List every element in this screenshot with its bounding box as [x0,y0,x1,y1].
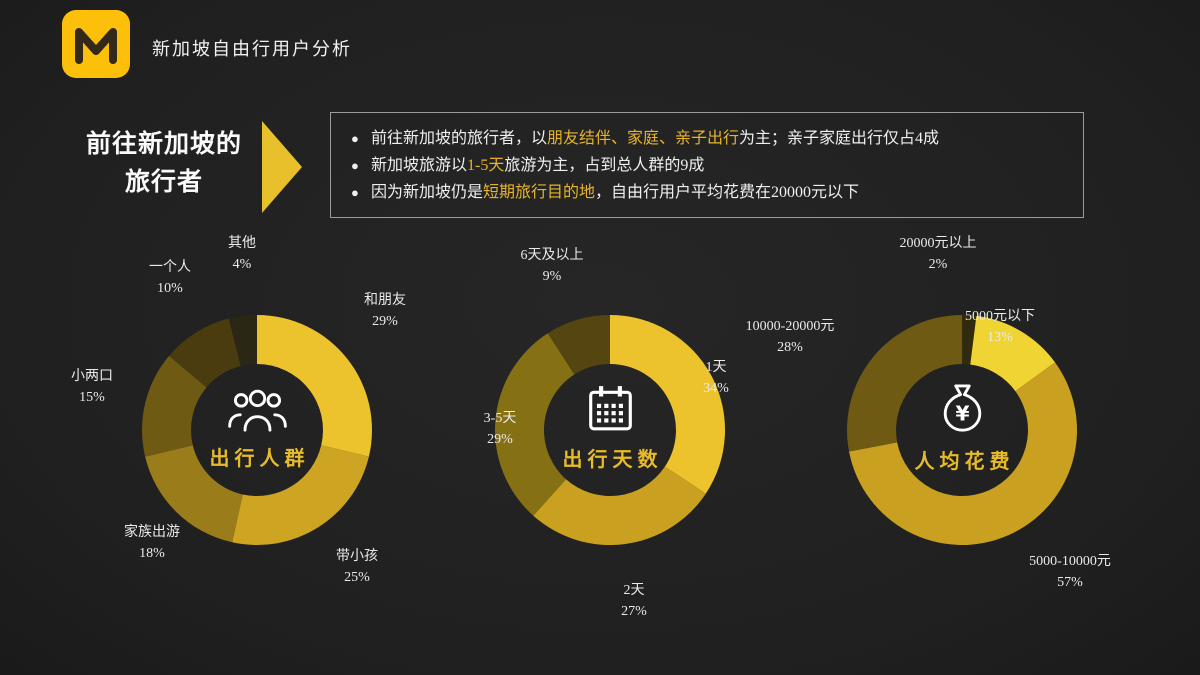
arrow-right-icon [262,121,302,213]
donut-segment [145,445,243,543]
segment-label-name: 5000元以下 [965,309,1035,324]
chart-title: 出行天数 [562,449,663,471]
donut-segment [849,362,1078,545]
segment-label-pct: 25% [344,570,370,585]
bullet-item: ● 因为新加坡仍是短期旅行目的地，自由行用户平均花费在20000元以下 [351,179,1063,206]
segment-label: 20000元以上 2% [900,233,977,275]
segment-label-name: 1天 [705,360,727,375]
segment-label: 其他 4% [228,233,256,275]
intro-heading: 前往新加坡的 旅行者 [58,126,270,202]
bullet-text-post: 旅游为主，占到总人群的9成 [504,157,705,174]
bullet-text: 前往新加坡的旅行者，以朋友结伴、家庭、亲子出行为主；亲子家庭出行仅占4成 [371,125,939,152]
bullet-text-pre: 新加坡旅游以 [371,157,468,174]
chart-title: 出行人群 [209,448,310,470]
segment-label: 5000元以下 13% [965,306,1035,348]
segment-label-pct: 29% [372,314,398,329]
segment-label-pct: 4% [232,257,252,272]
bullet-text-highlight: 1-5天 [467,157,505,174]
segment-label: 一个人 10% [149,257,191,299]
page-title: 新加坡自由行用户分析 [152,39,352,59]
segment-label: 和朋友 29% [364,290,406,332]
donut-chart-travel-group [142,315,372,545]
segment-label-pct: 9% [542,269,562,284]
bullet-text-pre: 前往新加坡的旅行者，以 [371,130,548,147]
donut-center-spending: ¥ 人均花费 [910,382,1015,474]
segment-label-name: 小两口 [71,369,113,384]
donut-segment [547,315,610,375]
segment-label: 10000-20000元 28% [737,316,843,358]
donut-segment [232,445,369,545]
segment-label: 1天 34% [703,357,729,399]
segment-label-name: 其他 [228,236,256,251]
segment-label-name: 和朋友 [364,293,406,308]
segment-label-pct: 28% [777,340,803,355]
segment-label-pct: 29% [487,432,513,447]
segment-label: 家族出游 18% [124,522,180,564]
segment-label-pct: 2% [928,257,948,272]
segment-label-name: 10000-20000元 [745,319,835,334]
mafengwo-logo [62,10,130,78]
segment-label-name: 2天 [623,583,645,598]
segment-label: 6天及以上 9% [521,245,584,287]
bullet-dot: ● [351,158,359,173]
bullet-text-pre: 因为新加坡仍是 [371,184,484,201]
segment-label-pct: 13% [987,330,1013,345]
segment-label-pct: 27% [621,604,647,619]
segment-label: 小两口 15% [71,366,113,408]
people-group-icon [227,389,287,432]
intro-heading-line2: 旅行者 [124,169,203,196]
segment-label: 5000-10000元 57% [1029,551,1111,593]
summary-box: ● 前往新加坡的旅行者，以朋友结伴、家庭、亲子出行为主；亲子家庭出行仅占4成 ●… [330,112,1084,218]
segment-label-name: 20000元以上 [899,236,977,251]
bullet-dot: ● [351,185,359,200]
segment-label-pct: 57% [1057,575,1083,590]
intro-heading-line1: 前往新加坡的 [85,131,242,158]
donut-segment [228,315,257,367]
bullet-text-highlight: 朋友结伴、家庭、亲子出行 [547,130,740,147]
segment-label-name: 3-5天 [483,411,517,426]
donut-segment [533,466,706,546]
segment-label: 2天 27% [621,580,647,622]
donut-chart-travel-days [495,315,726,546]
segment-label-name: 一个人 [149,260,191,275]
bullet-text: 因为新加坡仍是短期旅行目的地，自由行用户平均花费在20000元以下 [371,179,859,206]
bullet-text: 新加坡旅游以1-5天旅游为主，占到总人群的9成 [371,152,704,179]
segment-label: 3-5天 29% [484,408,517,450]
donut-center-travel-group: 出行人群 [205,385,310,471]
segment-label-name: 5000-10000元 [1029,554,1111,569]
calendar-icon [588,386,632,431]
segment-label-name: 6天及以上 [520,248,584,263]
segment-label: 带小孩 25% [336,546,378,588]
bullet-item: ● 前往新加坡的旅行者，以朋友结伴、家庭、亲子出行为主；亲子家庭出行仅占4成 [351,125,1063,152]
bullet-text-post: 为主；亲子家庭出行仅占4成 [739,130,940,147]
donut-center-travel-days: 出行天数 [558,384,663,472]
donut-segment [257,315,372,457]
money-bag-icon: ¥ [943,384,981,432]
segment-label-pct: 15% [79,390,105,405]
donut-segment [142,355,207,457]
donut-segment [610,315,726,494]
donut-segment [970,315,1056,392]
bullet-item: ● 新加坡旅游以1-5天旅游为主，占到总人群的9成 [351,152,1063,179]
donut-segment [847,315,962,452]
donut-segment [962,315,977,365]
bullet-text-post: ，自由行用户平均花费在20000元以下 [595,184,860,201]
bullet-text-highlight: 短期旅行目的地 [483,184,596,201]
segment-label-pct: 34% [703,381,729,396]
segment-label-name: 带小孩 [336,549,378,564]
segment-label-pct: 10% [157,281,183,296]
chart-title: 人均花费 [914,451,1015,473]
segment-label-name: 家族出游 [124,525,180,540]
svg-text:¥: ¥ [955,402,969,426]
bullet-dot: ● [351,131,359,146]
logo-m-icon [62,10,130,78]
donut-chart-spending [847,315,1078,545]
donut-segment [169,318,241,388]
donut-segment [495,333,575,516]
segment-label-pct: 18% [139,546,165,561]
